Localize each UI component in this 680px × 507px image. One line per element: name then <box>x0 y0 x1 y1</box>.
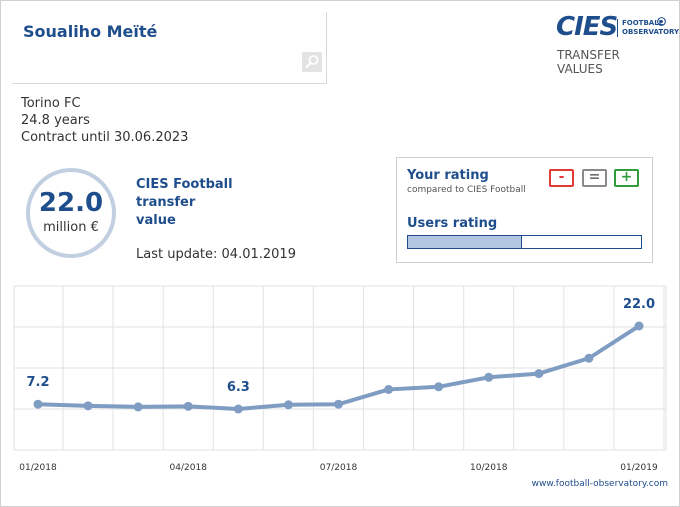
data-point[interactable] <box>334 399 343 409</box>
data-point[interactable] <box>83 401 93 411</box>
data-point[interactable] <box>534 369 544 379</box>
last-update: Last update: 04.01.2019 <box>136 247 296 262</box>
data-point[interactable] <box>283 400 293 410</box>
users-rating-heading: Users rating <box>407 216 498 231</box>
player-search-box[interactable]: Soualiho Meïté <box>12 12 327 84</box>
x-tick-label: 04/2018 <box>170 463 208 473</box>
x-tick-label: 07/2018 <box>320 463 358 473</box>
data-point[interactable] <box>634 321 644 331</box>
logo-subtitle: FOOTBALL OBSERVATORY <box>617 19 680 37</box>
transfer-value-chart: 7.2 6.322.0 01/2018 04/2018 07/2018 10/2018 0… <box>13 285 667 473</box>
x-tick-label: 01/2018 <box>19 463 57 473</box>
chart-x-ticks: 01/2018 04/2018 07/2018 10/2018 01/2019 <box>19 463 658 473</box>
transfer-value-circle: 22.0 million € <box>26 168 116 258</box>
data-point[interactable] <box>233 404 243 414</box>
player-info: Torino FC 24.8 years Contract until 30.0… <box>21 95 188 146</box>
rate-lower-button[interactable]: - <box>549 169 574 187</box>
transfer-value-title: CIES Football transfer value <box>136 177 233 228</box>
chart-points <box>33 321 644 414</box>
data-label: 22.0 <box>623 297 655 312</box>
data-label: 6.3 <box>227 380 250 395</box>
data-label: 7.2 <box>26 375 49 390</box>
your-rating-subtitle: compared to CIES Football <box>407 185 526 195</box>
player-club: Torino FC <box>21 96 81 111</box>
player-contract: Contract until 30.06.2023 <box>21 130 189 145</box>
rate-higher-button[interactable]: + <box>614 169 639 187</box>
search-icon <box>305 55 319 69</box>
users-rating-fill <box>408 236 523 248</box>
data-point[interactable] <box>384 384 394 394</box>
x-tick-label: 10/2018 <box>470 463 508 473</box>
logo-tagline: TRANSFER VALUES <box>557 48 620 76</box>
data-point[interactable] <box>484 372 494 382</box>
search-button[interactable] <box>302 52 322 72</box>
data-point[interactable] <box>183 401 193 411</box>
data-point[interactable] <box>434 382 444 392</box>
data-point[interactable] <box>584 353 594 363</box>
player-age: 24.8 years <box>21 113 90 128</box>
logo-brand: CIES <box>556 12 618 42</box>
player-name: Soualiho Meïté <box>23 22 158 41</box>
x-tick-label: 01/2019 <box>620 463 658 473</box>
chart-grid <box>13 285 667 451</box>
rate-equal-button[interactable]: = <box>582 169 607 187</box>
users-rating-bar <box>407 235 642 249</box>
data-point[interactable] <box>33 399 43 409</box>
data-point[interactable] <box>133 402 143 412</box>
rating-panel: Your rating compared to CIES Football - … <box>396 157 653 263</box>
transfer-value-unit: million € <box>43 220 99 235</box>
your-rating-heading: Your rating <box>407 168 489 183</box>
source-link[interactable]: www.football-observatory.com <box>531 479 668 489</box>
chart-data-labels: 7.2 6.3 22.0 <box>26 297 655 395</box>
transfer-value-number: 22.0 <box>38 188 104 218</box>
football-icon <box>657 17 666 26</box>
